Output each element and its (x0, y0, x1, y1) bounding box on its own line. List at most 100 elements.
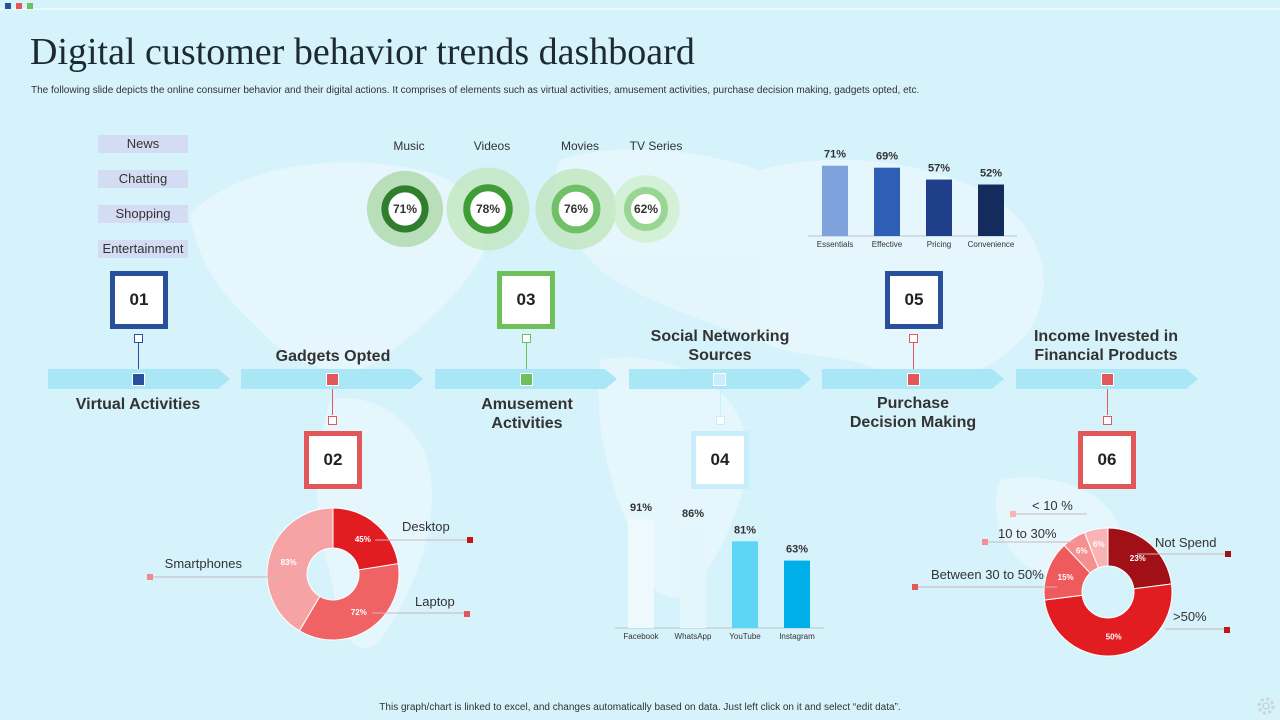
income-slice-4 (1083, 527, 1109, 569)
timeline-marker-1 (132, 373, 145, 386)
purchase-category-3: Convenience (968, 240, 1015, 249)
purchase-category-2: Pricing (927, 240, 951, 249)
social-category-1: WhatsApp (675, 632, 712, 641)
social-bar-1 (680, 524, 706, 628)
timeline-marker-4 (713, 373, 726, 386)
social-bar-chart: 91% Facebook 86% WhatsApp 81% YouTube 63% Insta… (615, 502, 824, 641)
bubble-value-2: 76% (564, 202, 588, 216)
income-leader-dot-0 (1225, 551, 1231, 557)
step-number-05: 05 (885, 271, 943, 329)
connector-5 (913, 343, 914, 369)
bubble-category-2: Movies (561, 139, 599, 153)
connector-1-node (134, 334, 143, 343)
connector-2 (332, 389, 333, 415)
income-leader-dot-4 (1010, 511, 1016, 517)
social-bar-0 (628, 518, 654, 628)
connector-3-node (522, 334, 531, 343)
corner-square-blue (5, 3, 11, 9)
connector-4 (720, 389, 721, 415)
bubble-value-3: 62% (634, 202, 658, 216)
bubble-value-0: 71% (393, 202, 417, 216)
timeline-marker-2 (326, 373, 339, 386)
income-label-1: >50% (1173, 609, 1207, 624)
tag-news-label: News (126, 136, 160, 151)
top-rule (0, 8, 1280, 10)
footer-note: This graph/chart is linked to excel, and… (379, 702, 901, 713)
gadgets-slice-1 (298, 563, 400, 641)
connector-5-node (909, 334, 918, 343)
gadgets-value-0: 45% (355, 535, 371, 544)
bubble-category-1: Videos (474, 139, 510, 153)
connector-6 (1107, 389, 1108, 415)
connector-1 (138, 343, 139, 369)
purchase-bar-1 (874, 167, 900, 236)
gadgets-value-2: 83% (281, 558, 297, 567)
tag-chatting: Chatting (98, 170, 188, 188)
income-leader-dot-2 (912, 584, 918, 590)
bubble-category-0: Music (393, 139, 424, 153)
gear-icon[interactable] (1255, 695, 1277, 717)
income-value-1: 50% (1106, 633, 1122, 642)
purchase-bar-chart: 71% Essentials 69% Effective 57% Pricing 52% Co… (808, 149, 1017, 249)
step-number-03: 03 (497, 271, 555, 329)
gadgets-label-1: Laptop (415, 594, 455, 609)
page-title: Digital customer behavior trends dashboa… (30, 31, 695, 73)
gadgets-leader-dot-1 (464, 611, 470, 617)
purchase-category-0: Essentials (817, 240, 853, 249)
gadgets-slice-0 (332, 507, 399, 571)
tag-shopping-label: Shopping (115, 206, 171, 221)
gadgets-label-0: Desktop (402, 519, 450, 534)
social-category-3: Instagram (779, 632, 815, 641)
income-value-4: 6% (1093, 540, 1105, 549)
bubble-ring-0 (381, 185, 429, 233)
amusement-bubble-chart: 71% Music 78% Videos 76% Movies 62% TV Series (366, 139, 683, 251)
step-label-gadgets-opted: Gadgets Opted (275, 348, 391, 365)
gadgets-leader-dot-2 (147, 574, 153, 580)
page-subtitle: The following slide depicts the online c… (31, 85, 920, 96)
bubble-ring-3 (623, 186, 669, 232)
connector-3 (526, 343, 527, 369)
step-label-virtual-activities: Virtual Activities (75, 396, 201, 413)
tag-shopping: Shopping (98, 205, 188, 223)
income-label-4: < 10 % (1032, 498, 1073, 513)
social-bar-2 (732, 541, 758, 628)
purchase-value-0: 71% (824, 149, 846, 161)
step-label-amusement-activities: Amusement Activities (481, 396, 573, 432)
tag-entertainment: Entertainment (98, 240, 188, 258)
connector-2-node (328, 416, 337, 425)
income-label-2: Between 30 to 50% (931, 567, 1044, 582)
income-label-0: Not Spend (1155, 535, 1216, 550)
gadgets-leader-dot-0 (467, 537, 473, 543)
income-donut-chart: 23% 50% 15% 6% 6% Not Spend >50% Between 30 to … (912, 498, 1231, 657)
bubble-value-1: 78% (476, 202, 500, 216)
purchase-value-2: 57% (928, 163, 950, 175)
income-label-3: 10 to 30% (998, 526, 1057, 541)
step-label-income-invested: Income Invested in Financial Products (1033, 328, 1179, 364)
timeline-marker-5 (907, 373, 920, 386)
gadgets-slice-2 (266, 507, 334, 632)
corner-square-green (27, 3, 33, 9)
income-leader-dot-3 (982, 539, 988, 545)
step-label-social-networking: Social Networking Sources (650, 328, 790, 364)
social-value-2: 81% (734, 524, 756, 536)
income-value-3: 6% (1076, 547, 1088, 556)
step-number-01: 01 (110, 271, 168, 329)
income-value-2: 15% (1058, 573, 1074, 582)
connector-6-node (1103, 416, 1112, 425)
gadgets-value-1: 72% (351, 608, 367, 617)
gadgets-label-2: Smartphones (165, 556, 243, 571)
purchase-bar-2 (926, 179, 952, 236)
social-value-3: 63% (786, 544, 808, 556)
income-slice-1 (1043, 583, 1173, 657)
social-bar-3 (784, 560, 810, 628)
social-value-0: 91% (630, 502, 652, 514)
step-number-02: 02 (304, 431, 362, 489)
bubble-category-3: TV Series (630, 139, 683, 153)
social-value-1: 86% (682, 508, 704, 520)
bubble-ring-1 (463, 184, 513, 234)
purchase-bar-3 (978, 184, 1004, 236)
connector-4-node (716, 416, 725, 425)
gadgets-donut-chart: 45% 72% 83% Desktop Laptop Smartphones (147, 507, 473, 641)
corner-square-red (16, 3, 22, 9)
bubble-ring-2 (551, 184, 601, 234)
